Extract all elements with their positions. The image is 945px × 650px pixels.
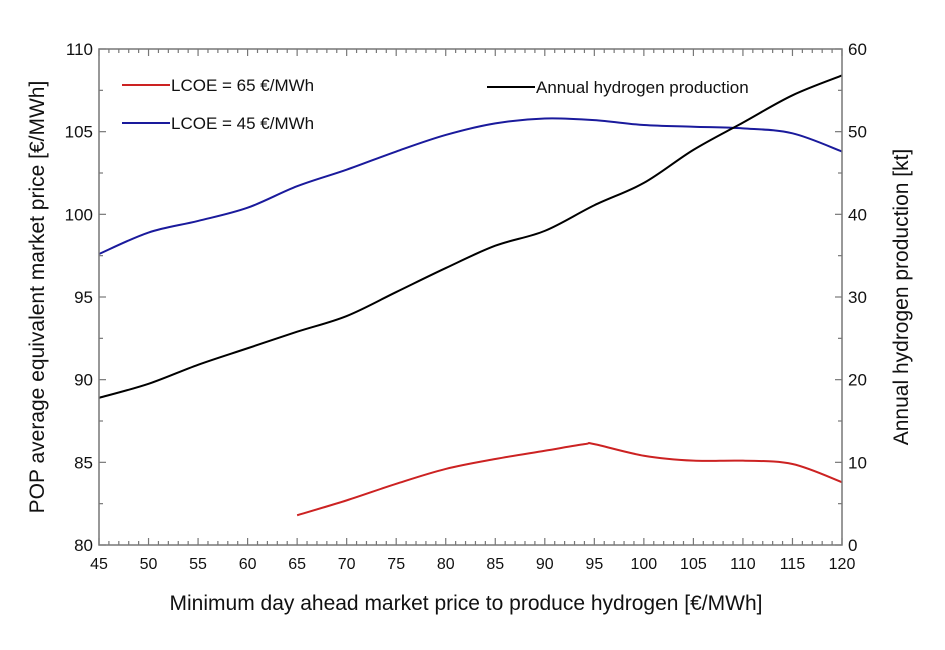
y-tick-label: 100 xyxy=(65,205,93,224)
legend-label-0: LCOE = 65 €/MWh xyxy=(171,76,314,95)
x-tick-label: 120 xyxy=(829,556,856,573)
x-tick-label: 90 xyxy=(536,556,554,573)
x-tick-label: 115 xyxy=(780,556,806,573)
y-axis-label: POP average equivalent market price [€/M… xyxy=(26,81,49,514)
y2-tick-label: 50 xyxy=(848,123,867,142)
y-tick-label: 105 xyxy=(65,123,93,142)
y2-axis-label: Annual hydrogen production [kt] xyxy=(890,149,913,446)
series-line-1 xyxy=(98,117,843,255)
axis-ticks: 45 50 55 60 65 70 75 80 85 90 95 100 105 110 115 120808… xyxy=(65,40,867,573)
x-tick-label: 55 xyxy=(189,556,207,573)
series-line-2 xyxy=(98,74,843,399)
x-tick-label: 100 xyxy=(631,556,658,573)
y-tick-label: 95 xyxy=(74,288,93,307)
y-tick-label: 90 xyxy=(74,371,93,390)
y2-tick-label: 30 xyxy=(848,288,867,307)
legend-label-2: Annual hydrogen production xyxy=(536,78,749,97)
y2-tick-label: 10 xyxy=(848,453,867,472)
y2-tick-label: 60 xyxy=(848,40,867,59)
x-tick-label: 70 xyxy=(338,556,356,573)
y2-tick-label: 20 xyxy=(848,371,867,390)
x-tick-label: 80 xyxy=(437,556,455,573)
x-tick-label: 85 xyxy=(486,556,504,573)
y-tick-label: 85 xyxy=(74,453,93,472)
y-tick-label: 80 xyxy=(74,536,93,555)
x-tick-label: 110 xyxy=(730,556,756,573)
series-line-0 xyxy=(296,442,843,517)
y2-tick-label: 0 xyxy=(848,536,857,555)
x-tick-label: 95 xyxy=(585,556,603,573)
legend-label-1: LCOE = 45 €/MWh xyxy=(171,114,314,133)
x-tick-label: 60 xyxy=(239,556,257,573)
x-tick-label: 75 xyxy=(387,556,405,573)
y-tick-label: 110 xyxy=(66,40,93,59)
legend: LCOE = 65 €/MWh LCOE = 45 €/MWh Annual hyd… xyxy=(122,76,749,133)
x-tick-label: 65 xyxy=(288,556,306,573)
y2-tick-label: 40 xyxy=(848,205,867,224)
series-lines xyxy=(98,74,843,517)
x-tick-label: 45 xyxy=(90,556,108,573)
x-axis-label: Minimum day ahead market price to produc… xyxy=(170,592,763,615)
x-tick-label: 105 xyxy=(680,556,707,573)
x-tick-label: 50 xyxy=(140,556,158,573)
plot-frame xyxy=(98,48,843,546)
